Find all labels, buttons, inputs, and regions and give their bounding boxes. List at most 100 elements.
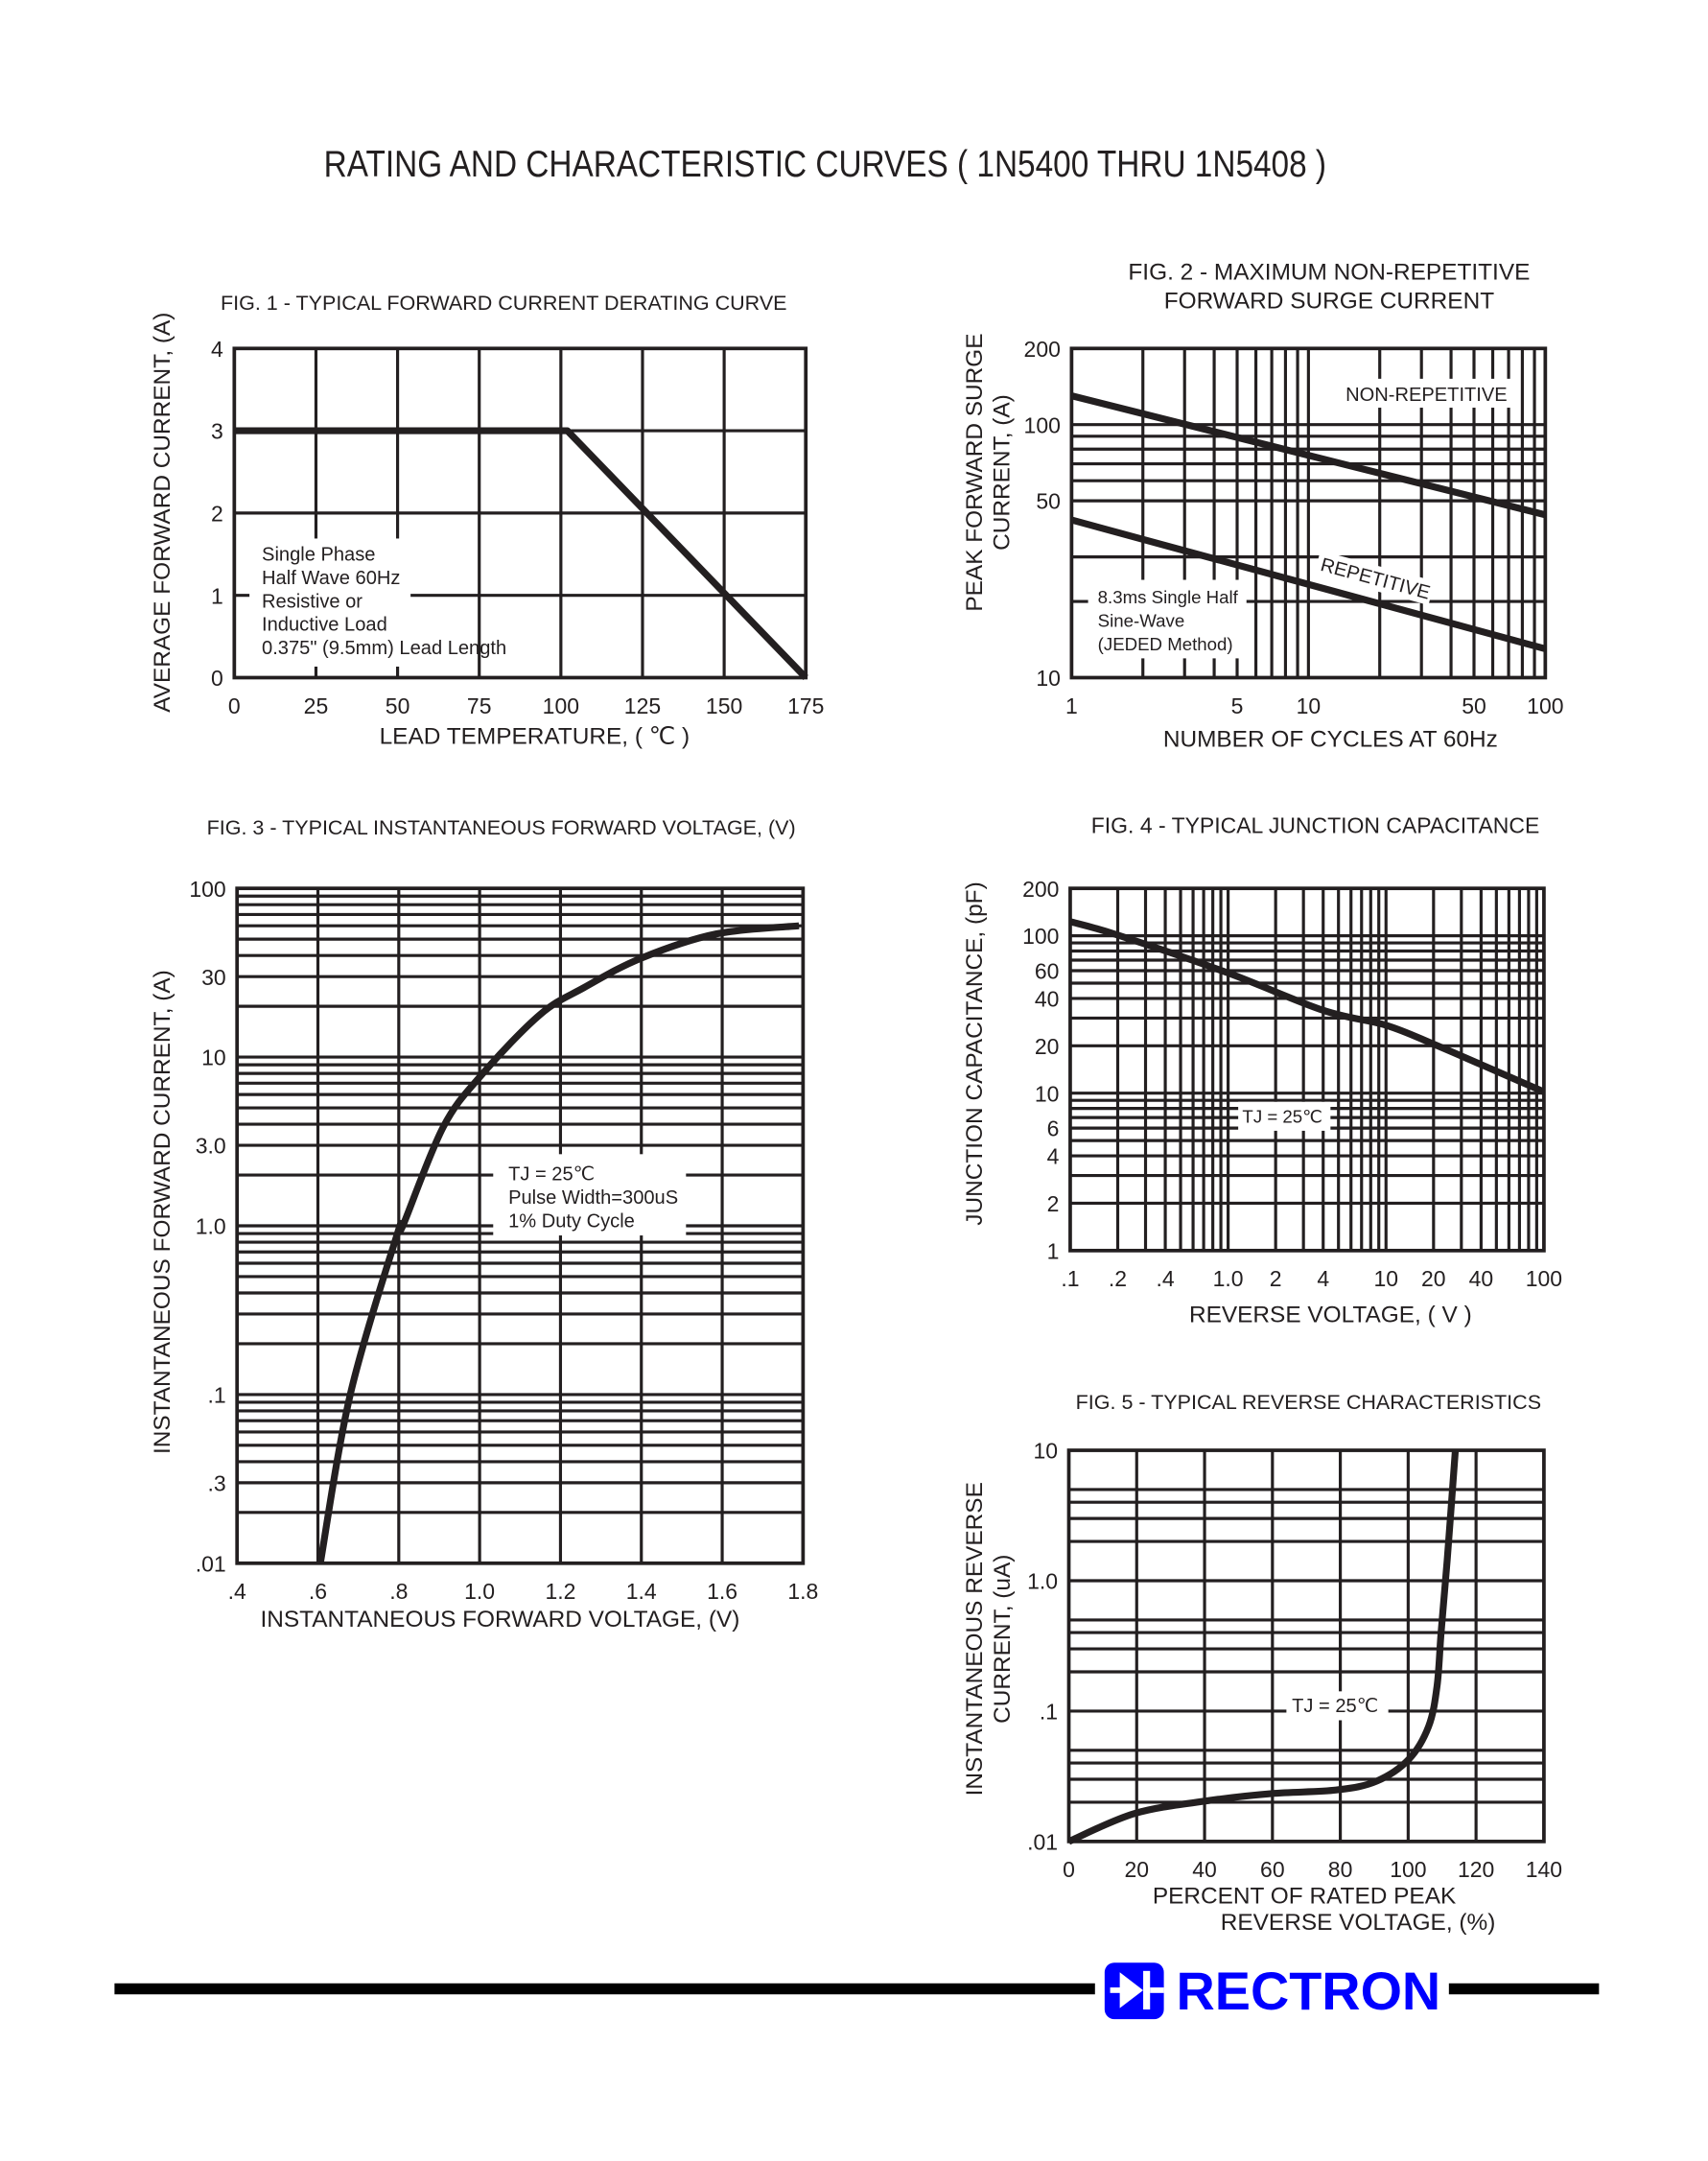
figure-title: FIG. 3 - TYPICAL INSTANTANEOUS FORWARD V… xyxy=(207,816,796,839)
gridlines xyxy=(1069,888,1544,1251)
x-tick-label: 100 xyxy=(543,693,579,718)
series-label-background xyxy=(1314,550,1436,605)
x-tick-label: 25 xyxy=(304,693,329,718)
x-axis-label: INSTANTANEOUS FORWARD VOLTAGE, (V) xyxy=(261,1607,740,1632)
y-tick-label: 4 xyxy=(1047,1144,1060,1169)
x-tick-label: 20 xyxy=(1124,1857,1149,1882)
y-tick-label: 2 xyxy=(211,502,223,527)
x-tick-label: 1.4 xyxy=(626,1579,657,1604)
y-tick-label: .3 xyxy=(208,1470,226,1495)
x-tick-label: 4 xyxy=(1317,1266,1329,1291)
annotation-background xyxy=(1286,1691,1389,1721)
y-axis-label: AVERAGE FORWARD CURRENT, (A) xyxy=(150,313,175,713)
x-axis-label: PERCENT OF RATED PEAK xyxy=(1153,1883,1456,1909)
x-axis-label: NUMBER OF CYCLES AT 60Hz xyxy=(1163,726,1498,752)
plot-frame xyxy=(235,886,806,1565)
annotation-text: (JEDED Method) xyxy=(1098,634,1233,654)
annotation-text: Inductive Load xyxy=(262,615,387,636)
x-tick-label: 20 xyxy=(1421,1266,1446,1291)
figure-title: FORWARD SURGE CURRENT xyxy=(1164,289,1494,315)
annotation-text: TJ = 25℃ xyxy=(1242,1106,1322,1126)
series-label: NON-REPETITIVE xyxy=(1345,385,1508,406)
x-tick-label: .2 xyxy=(1109,1266,1127,1291)
y-axis-label: JUNCTION CAPACITANCE, (pF) xyxy=(962,881,988,1225)
y-axis-label: INSTANTANEOUS FORWARD CURRENT, (A) xyxy=(150,970,175,1454)
annotation-text: Resistive or xyxy=(262,591,363,612)
series-label-background xyxy=(1338,378,1512,409)
y-tick-label: 0 xyxy=(211,666,223,691)
x-tick-label: 1.8 xyxy=(787,1579,818,1604)
x-tick-label: 1 xyxy=(1065,693,1078,718)
x-tick-label: 50 xyxy=(386,693,410,718)
x-tick-label: 100 xyxy=(1526,1266,1562,1291)
y-tick-label: 4 xyxy=(211,337,223,362)
y-tick-label: 1.0 xyxy=(1027,1569,1058,1594)
plot-frame xyxy=(1066,1448,1546,1844)
annotation-text: Single Phase xyxy=(262,544,375,565)
y-tick-label: 1 xyxy=(211,583,223,608)
x-tick-label: 5 xyxy=(1231,693,1244,718)
series-curve xyxy=(1067,1449,1460,1845)
annotation-text: Half Wave 60Hz xyxy=(262,568,400,589)
gridlines xyxy=(1068,1450,1544,1842)
figure-title: FIG. 1 - TYPICAL FORWARD CURRENT DERATIN… xyxy=(221,292,787,315)
x-tick-label: .4 xyxy=(228,1579,246,1604)
x-axis-label: REVERSE VOLTAGE, (%) xyxy=(1221,1910,1496,1936)
x-axis-label: LEAD TEMPERATURE, ( ℃ ) xyxy=(380,723,690,749)
x-tick-label: 120 xyxy=(1458,1857,1494,1882)
x-tick-label: .6 xyxy=(309,1579,327,1604)
y-tick-label: 10 xyxy=(201,1045,226,1070)
x-tick-label: 40 xyxy=(1469,1266,1494,1291)
x-tick-label: 150 xyxy=(706,693,742,718)
series-curve-repetitive xyxy=(1070,516,1547,652)
series-curve xyxy=(316,922,800,1564)
y-tick-label: 60 xyxy=(1035,959,1060,984)
figure-4: TJ = 25℃ .1 .2 .4 1.0 2 4 10 20 40 100 1 2 4 6 10 20 40 60… xyxy=(962,813,1562,1328)
figure-title: FIG. 4 - TYPICAL JUNCTION CAPACITANCE xyxy=(1091,813,1540,838)
x-tick-label: 1.0 xyxy=(1213,1266,1244,1291)
y-tick-label: 100 xyxy=(189,877,225,902)
x-tick-label: 125 xyxy=(624,693,661,718)
series-curve-non-repetitive xyxy=(1070,392,1547,519)
annotation-text: 1% Duty Cycle xyxy=(508,1210,635,1232)
series-curve xyxy=(234,427,808,680)
x-tick-label: 1.6 xyxy=(707,1579,737,1604)
y-axis-label: PEAK FORWARD SURGE xyxy=(962,333,988,611)
y-tick-label: 2 xyxy=(1047,1191,1060,1216)
annotation-text: Pulse Width=300uS xyxy=(508,1187,678,1209)
y-tick-label: 10 xyxy=(1033,1439,1058,1464)
annotation-text: 8.3ms Single Half xyxy=(1098,587,1239,607)
y-tick-label: 100 xyxy=(1022,924,1059,949)
y-tick-label: 1 xyxy=(1047,1238,1060,1263)
y-tick-label: 20 xyxy=(1035,1034,1060,1059)
y-axis-label: CURRENT, (A) xyxy=(990,394,1016,551)
page-title: RATING AND CHARACTERISTIC CURVES ( 1N540… xyxy=(324,144,1326,185)
footer: RECTRON xyxy=(114,1961,1600,2021)
y-tick-label: 1.0 xyxy=(196,1214,226,1239)
y-tick-label: 10 xyxy=(1035,1081,1060,1106)
y-tick-label: 10 xyxy=(1036,666,1061,691)
annotation-text: Sine-Wave xyxy=(1098,610,1185,630)
y-tick-label: 3.0 xyxy=(196,1134,226,1159)
x-tick-label: 75 xyxy=(467,693,492,718)
x-tick-label: .1 xyxy=(1061,1266,1079,1291)
figure-title: FIG. 2 - MAXIMUM NON-REPETITIVE xyxy=(1128,259,1530,285)
y-tick-label: 100 xyxy=(1024,412,1061,437)
x-tick-label: .4 xyxy=(1156,1266,1174,1291)
x-tick-label: 0 xyxy=(1063,1857,1075,1882)
y-tick-label: .1 xyxy=(208,1383,226,1408)
y-tick-label: .01 xyxy=(196,1551,226,1576)
brand-name: RECTRON xyxy=(1177,1961,1441,2021)
y-tick-label: .1 xyxy=(1040,1700,1058,1725)
x-tick-label: 10 xyxy=(1297,693,1322,718)
series-label: REPETITIVE xyxy=(1319,554,1433,604)
y-tick-label: 6 xyxy=(1047,1116,1060,1141)
footer-rule-right xyxy=(1448,1983,1600,1995)
series-curve xyxy=(1068,918,1546,1095)
x-axis-label: REVERSE VOLTAGE, ( V ) xyxy=(1189,1303,1472,1328)
y-tick-label: 50 xyxy=(1036,489,1061,514)
y-tick-label: 40 xyxy=(1035,987,1060,1012)
diode-logo-icon xyxy=(1104,1962,1164,2020)
